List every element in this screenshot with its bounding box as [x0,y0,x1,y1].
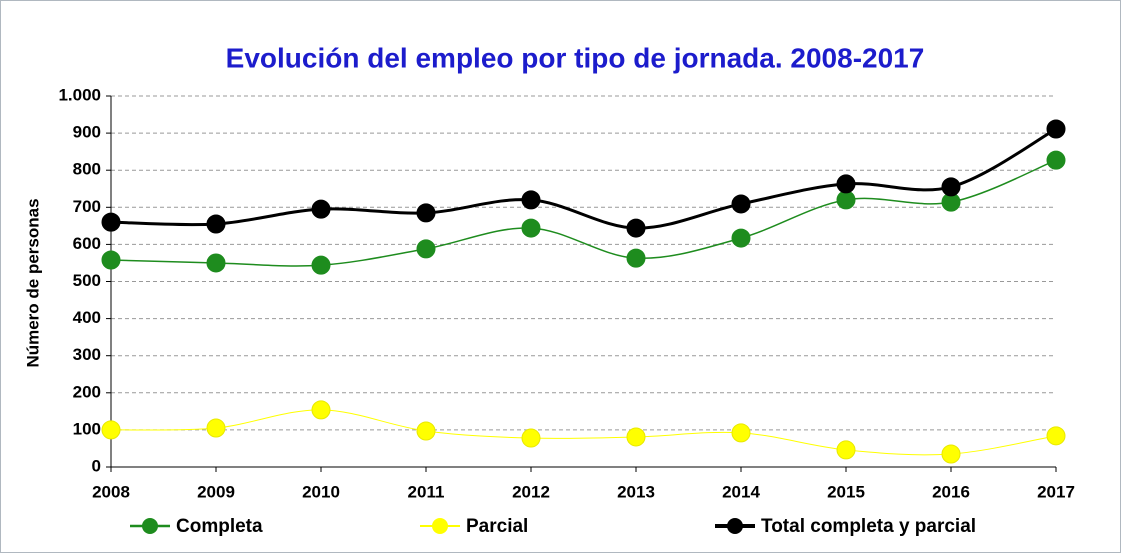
point [1046,426,1066,446]
y-tick-label: 300 [73,345,101,364]
point [101,212,121,232]
point [311,199,331,219]
point [626,218,646,238]
point [206,214,226,234]
point [836,174,856,194]
x-tick-label: 2017 [1037,482,1075,501]
series-line [110,159,1057,267]
point [416,421,436,441]
y-tick-label: 400 [73,308,101,327]
x-tick-label: 2008 [92,482,130,501]
x-tick-label: 2014 [722,482,760,501]
point [941,444,961,464]
chart-title: Evolución del empleo por tipo de jornada… [226,42,925,73]
x-tick-label: 2013 [617,482,655,501]
y-tick-label: 0 [92,456,101,475]
y-tick-label: 600 [73,234,101,253]
x-tick-label: 2012 [512,482,550,501]
point [521,190,541,210]
point [311,255,331,275]
legend-label: Completa [176,516,263,537]
y-tick-label: 200 [73,382,101,401]
point [941,177,961,197]
point [416,203,436,223]
legend-label: Total completa y parcial [761,516,976,537]
legend-marker [142,518,158,534]
y-tick-label: 1.000 [58,85,101,104]
point [1046,119,1066,139]
x-tick-label: 2016 [932,482,970,501]
y-axis-label: Número de personas [23,198,42,367]
point [416,239,436,259]
point [521,218,541,238]
point [311,400,331,420]
point [836,190,856,210]
series-line [110,127,1057,230]
y-tick-label: 500 [73,271,101,290]
y-tick-label: 900 [73,123,101,142]
series-line [110,409,1057,456]
y-tick-label: 700 [73,197,101,216]
x-tick-label: 2009 [197,482,235,501]
legend-label: Parcial [466,516,528,537]
x-tick-label: 2011 [408,482,445,501]
x-tick-label: 2010 [302,482,340,501]
point [731,194,751,214]
point [206,418,226,438]
y-tick-label: 800 [73,160,101,179]
point [626,427,646,447]
point [206,253,226,273]
point [626,248,646,268]
legend-marker [727,518,743,534]
x-tick-label: 2015 [827,482,865,501]
y-tick-label: 100 [73,419,101,438]
point [731,423,751,443]
legend-marker [432,518,448,534]
point [101,250,121,270]
point [101,420,121,440]
point [1046,150,1066,170]
point [731,228,751,248]
point [836,440,856,460]
point [521,428,541,448]
